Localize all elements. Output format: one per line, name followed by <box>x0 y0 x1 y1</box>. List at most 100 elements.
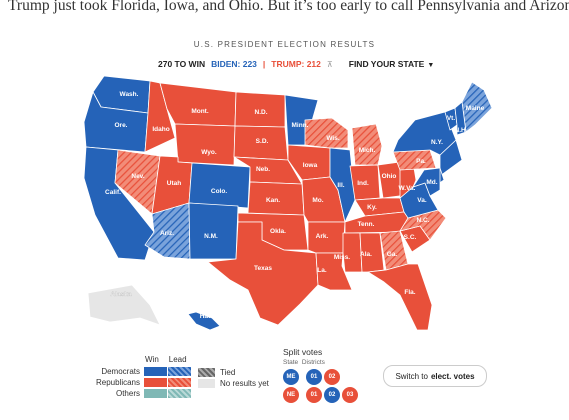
state-fla[interactable] <box>367 263 433 331</box>
state-label-tenn: Tenn. <box>358 221 375 228</box>
legend-lead-label: Lead <box>168 355 187 364</box>
state-pa[interactable] <box>392 149 437 171</box>
state-label-ky: Ky. <box>367 204 377 211</box>
state-label-wash: Wash. <box>120 91 139 98</box>
state-wyo[interactable] <box>174 123 236 166</box>
separator: | <box>262 59 266 69</box>
state-label-colo: Colo. <box>211 188 227 195</box>
state-label-ariz: Ariz. <box>160 230 174 237</box>
trump-total: TRUMP: 212 <box>271 59 321 69</box>
others-win-swatch <box>144 389 167 398</box>
state-label-wis: Wis. <box>326 135 339 142</box>
state-label-fla: Fla. <box>404 289 415 296</box>
state-label-n-h: N.H. <box>455 127 468 134</box>
me-district-2-dot[interactable]: 02 <box>324 369 340 385</box>
tied-swatch <box>198 368 215 377</box>
state-label-wyo: Wyo. <box>201 149 217 156</box>
split-votes-legend: Split votes State Districts <box>283 347 325 366</box>
state-label-neb: Neb. <box>256 166 270 173</box>
state-label-mich: Mich. <box>359 147 376 154</box>
state-label-w-va: W.Va. <box>399 185 416 192</box>
state-label-va: Va. <box>417 197 427 204</box>
switch-emphasis: elect. votes <box>430 371 475 381</box>
state-label-vt: Vt. <box>447 115 456 122</box>
results-status-bar: 270 TO WIN BIDEN: 223 | TRUMP: 212 ⊼ FIN… <box>158 59 434 69</box>
state-label-n-d: N.D. <box>255 109 268 116</box>
ne-district-3-dot[interactable]: 03 <box>342 387 358 403</box>
state-colo[interactable] <box>188 162 251 209</box>
headline: Trump just took Florida, Iowa, and Ohio.… <box>8 0 569 14</box>
state-label-texas: Texas <box>254 265 272 272</box>
legend-democrats-label: Democrats <box>101 367 140 376</box>
ne-state-dot[interactable]: NE <box>283 387 299 403</box>
democrat-win-swatch <box>144 367 167 376</box>
state-label-pa: Pa. <box>416 158 426 165</box>
state-n-m[interactable] <box>188 202 239 260</box>
state-label-ill: Ill. <box>337 182 344 189</box>
republican-lead-swatch <box>168 378 191 387</box>
switch-prefix: Switch to <box>395 371 428 381</box>
state-label-utah: Utah <box>167 180 181 187</box>
state-mont[interactable] <box>159 82 237 127</box>
switch-to-electoral-votes-button[interactable]: Switch to elect. votes <box>383 365 487 387</box>
legend-republicans-row: Republicans <box>88 378 192 387</box>
legend-republicans-label: Republicans <box>95 378 140 387</box>
find-your-state-label: FIND YOUR STATE <box>348 59 425 69</box>
republican-win-swatch <box>144 378 167 387</box>
state-label-ore: Ore. <box>114 122 127 129</box>
state-label-kan: Kan. <box>266 197 280 204</box>
state-alaska[interactable] <box>87 284 161 326</box>
legend-no-results-label: No results yet <box>220 379 269 388</box>
state-label-iowa: Iowa <box>303 162 318 169</box>
ne-district-1-dot[interactable]: 01 <box>306 387 322 403</box>
state-label-hawaii: Hawaii <box>200 313 221 320</box>
democrat-lead-swatch <box>168 367 191 376</box>
split-districts-label: Districts <box>301 359 325 366</box>
legend-win-label: Win <box>145 355 159 364</box>
split-votes-title: Split votes <box>283 347 323 357</box>
legend-democrats-row: Democrats <box>88 367 192 376</box>
state-label-s-c: S.C. <box>404 234 417 241</box>
others-lead-swatch <box>168 389 191 398</box>
state-label-ind: Ind. <box>357 180 369 187</box>
state-label-mo: Mo. <box>312 197 323 204</box>
me-district-1-dot[interactable]: 01 <box>306 369 322 385</box>
state-label-ohio: Ohio <box>382 173 397 180</box>
subtitle: U.S. PRESIDENT ELECTION RESULTS <box>193 40 376 49</box>
state-label-idaho: Idaho <box>152 126 169 133</box>
state-label-nev: Nev. <box>131 173 144 180</box>
state-label-alaska: Alaska <box>111 291 132 298</box>
state-n-h[interactable] <box>454 101 467 136</box>
legend-tied-label: Tied <box>220 368 236 377</box>
state-label-ga: Ga. <box>387 251 398 258</box>
state-hawaii[interactable] <box>187 311 221 331</box>
legend-others-label: Others <box>115 389 140 398</box>
ne-district-2-dot[interactable]: 02 <box>324 387 340 403</box>
state-label-okla: Okla. <box>270 228 286 235</box>
caret-down-icon: ▼ <box>427 62 435 69</box>
state-mich[interactable] <box>351 123 383 166</box>
state-md[interactable] <box>412 167 441 197</box>
target-label: 270 TO WIN <box>158 59 206 69</box>
no-results-swatch <box>198 379 215 388</box>
state-label-miss: Miss. <box>334 254 350 261</box>
state-label-ark: Ark. <box>316 233 329 240</box>
state-label-md: Md. <box>426 179 437 186</box>
state-label-s-d: S.D. <box>256 138 269 145</box>
state-label-ala: Ala. <box>360 251 372 258</box>
state-label-n-y: N.Y. <box>431 139 443 146</box>
me-state-dot[interactable]: ME <box>283 369 299 385</box>
ballot-icon: ⊼ <box>326 59 333 69</box>
biden-total: BIDEN: 223 <box>211 59 257 69</box>
state-wis[interactable] <box>304 117 349 149</box>
find-your-state-dropdown[interactable]: FIND YOUR STATE ▼ <box>349 59 435 69</box>
state-label-n-c: N.C. <box>417 217 430 224</box>
split-state-label: State <box>283 359 299 366</box>
state-miss[interactable] <box>342 232 363 273</box>
state-texas[interactable] <box>207 221 319 326</box>
state-label-maine: Maine <box>466 105 485 112</box>
status-legend: Tied No results yet <box>198 368 269 390</box>
state-label-la: La. <box>317 267 327 274</box>
state-label-n-m: N.M. <box>204 233 218 240</box>
